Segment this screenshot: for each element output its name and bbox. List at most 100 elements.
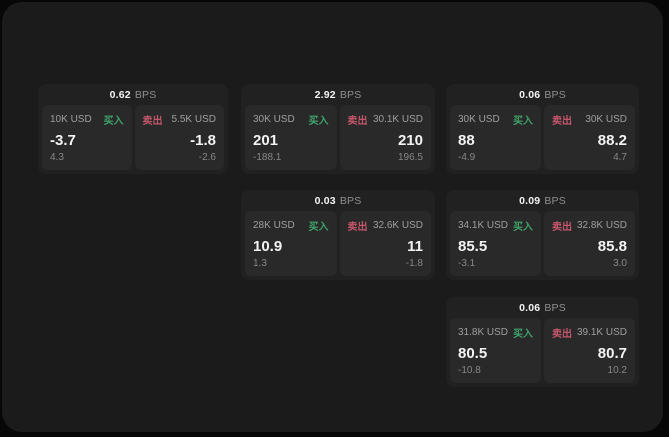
buy-delta: 4.3 (50, 152, 64, 163)
sell-tile-header: 卖出 32.8K USD (552, 218, 627, 233)
card-header: 0.06 BPS (450, 297, 635, 318)
sell-side-label: 卖出 (347, 116, 368, 127)
spread-value: 0.06 (519, 88, 541, 101)
card-header: 2.92 BPS (245, 84, 431, 105)
sell-delta: -2.6 (198, 152, 216, 163)
sell-side-label: 卖出 (552, 329, 572, 340)
buy-price: -3.7 (50, 131, 76, 149)
buy-amount: 31.8K USD (458, 327, 509, 338)
buy-delta: -188.1 (253, 152, 282, 163)
sell-tile-header: 卖出 30K USD (552, 112, 627, 127)
buy-side-label: 买入 (308, 222, 329, 233)
price-tiles: 28K USD 买入 10.9 1.3 卖出 32.6K USD 11 -1.8 (245, 211, 431, 276)
spread-unit-label: BPS (544, 194, 566, 207)
buy-tile[interactable]: 34.1K USD 买入 85.5 -3.1 (450, 211, 541, 276)
buy-amount: 34.1K USD (458, 220, 509, 231)
buy-price: 10.9 (253, 237, 283, 255)
card-header: 0.09 BPS (450, 190, 635, 211)
buy-price: 85.5 (458, 237, 488, 255)
spread-unit-label: BPS (134, 88, 157, 101)
price-tiles: 34.1K USD 买入 85.5 -3.1 卖出 32.8K USD 85.8… (450, 211, 635, 276)
buy-tile[interactable]: 30K USD 买入 88 -4.9 (450, 105, 541, 170)
sell-tile[interactable]: 卖出 39.1K USD 80.7 10.2 (544, 318, 635, 383)
price-tiles: 30K USD 买入 201 -188.1 卖出 30.1K USD 210 1… (245, 105, 431, 170)
buy-tile[interactable]: 28K USD 买入 10.9 1.3 (245, 211, 337, 276)
sell-side-label: 卖出 (347, 222, 368, 233)
buy-price: 80.5 (458, 344, 488, 362)
card-header: 0.06 BPS (450, 84, 635, 105)
sell-side-label: 卖出 (142, 116, 163, 127)
buy-tile-header: 31.8K USD 买入 (458, 325, 533, 340)
sell-amount: 30K USD (585, 114, 627, 125)
sell-tile[interactable]: 卖出 30K USD 88.2 4.7 (544, 105, 635, 170)
main-panel: 0.62 BPS 10K USD 买入 -3.7 4.3 卖出 5.5K USD… (2, 2, 663, 432)
buy-side-label: 买入 (513, 329, 533, 340)
buy-side-label: 买入 (513, 222, 533, 233)
sell-delta: 10.2 (607, 365, 627, 376)
spread-unit-label: BPS (544, 88, 566, 101)
sell-price: 88.2 (597, 131, 627, 149)
buy-tile-header: 28K USD 买入 (253, 218, 329, 233)
sell-price: 210 (397, 131, 423, 149)
quote-card-2: 2.92 BPS 30K USD 买入 201 -188.1 卖出 30.1K … (241, 84, 435, 174)
sell-tile-header: 卖出 39.1K USD (552, 325, 627, 340)
sell-side-label: 卖出 (552, 222, 572, 233)
buy-tile[interactable]: 31.8K USD 买入 80.5 -10.8 (450, 318, 541, 383)
sell-tile-header: 卖出 5.5K USD (143, 112, 217, 127)
buy-delta: -10.8 (458, 365, 481, 376)
buy-price: 201 (253, 131, 279, 149)
quote-card-3: 0.06 BPS 30K USD 买入 88 -4.9 卖出 30K USD 8… (446, 84, 639, 174)
buy-side-label: 买入 (513, 116, 533, 127)
sell-tile-header: 卖出 30.1K USD (348, 112, 424, 127)
sell-price: 80.7 (597, 344, 627, 362)
buy-amount: 30K USD (458, 114, 500, 125)
spread-unit-label: BPS (544, 301, 566, 314)
sell-amount: 30.1K USD (372, 114, 423, 125)
price-tiles: 31.8K USD 买入 80.5 -10.8 卖出 39.1K USD 80.… (450, 318, 635, 383)
buy-delta: 1.3 (253, 258, 267, 269)
sell-amount: 39.1K USD (576, 327, 627, 338)
sell-amount: 5.5K USD (171, 114, 216, 125)
card-header: 0.03 BPS (245, 190, 431, 211)
buy-side-label: 买入 (308, 116, 329, 127)
buy-tile-header: 10K USD 买入 (50, 112, 124, 127)
sell-price: 85.8 (597, 237, 627, 255)
sell-tile[interactable]: 卖出 30.1K USD 210 196.5 (339, 105, 431, 170)
price-tiles: 30K USD 买入 88 -4.9 卖出 30K USD 88.2 4.7 (450, 105, 635, 170)
spread-value: 0.06 (519, 301, 541, 314)
sell-delta: 4.7 (613, 152, 627, 163)
sell-tile[interactable]: 卖出 32.8K USD 85.8 3.0 (544, 211, 635, 276)
buy-delta: -3.1 (458, 258, 476, 269)
buy-tile[interactable]: 10K USD 买入 -3.7 4.3 (42, 105, 132, 170)
sell-amount: 32.8K USD (576, 220, 627, 231)
spread-value: 0.09 (519, 194, 541, 207)
buy-price: 88 (458, 131, 475, 149)
sell-delta: 196.5 (397, 152, 423, 163)
sell-tile-header: 卖出 32.6K USD (348, 218, 424, 233)
buy-amount: 30K USD (253, 114, 295, 125)
sell-amount: 32.6K USD (372, 220, 423, 231)
quote-card-4: 0.03 BPS 28K USD 买入 10.9 1.3 卖出 32.6K US… (241, 190, 435, 280)
buy-amount: 28K USD (253, 220, 295, 231)
spread-unit-label: BPS (339, 88, 362, 101)
quote-card-5: 0.09 BPS 34.1K USD 买入 85.5 -3.1 卖出 32.8K… (446, 190, 639, 280)
quote-card-1: 0.62 BPS 10K USD 买入 -3.7 4.3 卖出 5.5K USD… (38, 84, 228, 174)
sell-price: 11 (407, 237, 423, 255)
card-header: 0.62 BPS (42, 84, 224, 105)
buy-delta: -4.9 (458, 152, 476, 163)
buy-tile-header: 30K USD 买入 (458, 112, 533, 127)
buy-amount: 10K USD (50, 114, 92, 125)
spread-value: 0.62 (109, 88, 131, 101)
sell-tile[interactable]: 卖出 5.5K USD -1.8 -2.6 (134, 105, 224, 170)
sell-price: -1.8 (190, 131, 216, 149)
spread-value: 2.92 (314, 88, 336, 101)
buy-tile-header: 30K USD 买入 (253, 112, 329, 127)
quote-card-6: 0.06 BPS 31.8K USD 买入 80.5 -10.8 卖出 39.1… (446, 297, 639, 387)
sell-delta: -1.8 (405, 258, 423, 269)
sell-tile[interactable]: 卖出 32.6K USD 11 -1.8 (339, 211, 431, 276)
price-tiles: 10K USD 买入 -3.7 4.3 卖出 5.5K USD -1.8 -2.… (42, 105, 224, 170)
sell-side-label: 卖出 (552, 116, 572, 127)
buy-tile[interactable]: 30K USD 买入 201 -188.1 (245, 105, 337, 170)
spread-value: 0.03 (314, 194, 336, 207)
buy-side-label: 买入 (103, 116, 124, 127)
